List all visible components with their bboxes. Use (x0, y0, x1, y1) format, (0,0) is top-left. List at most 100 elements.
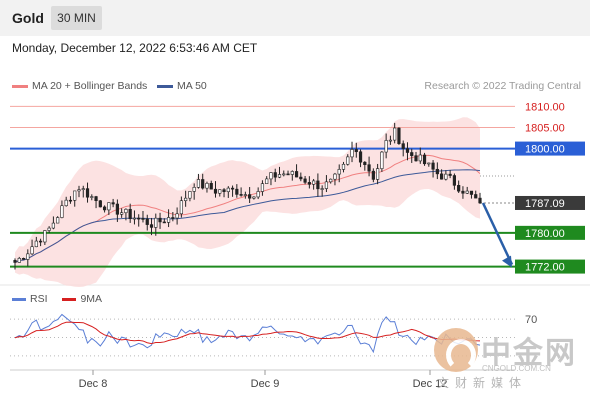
candle-body (312, 180, 316, 185)
ma50-line (14, 169, 481, 263)
candle-body (218, 189, 222, 194)
rsi-legend: RSI 9MA (12, 293, 102, 305)
price-level-tag-2 (515, 141, 585, 156)
candle-body (102, 206, 107, 211)
candle-body (64, 199, 68, 207)
price-level-tag-5 (515, 259, 585, 274)
price-level-label-2: 1800.00 (525, 144, 565, 156)
candle-body (405, 148, 410, 153)
candle-body (90, 196, 94, 198)
candle-body (346, 156, 350, 165)
candle-body (162, 221, 166, 224)
watermark-logo-icon (434, 328, 478, 372)
candle-body (115, 203, 119, 215)
candle-body (145, 218, 149, 225)
candle-body (329, 178, 333, 183)
candle-body (384, 140, 388, 153)
candle-body (171, 217, 175, 219)
candle-body (265, 178, 269, 184)
candle-body (243, 194, 247, 196)
candle-body (324, 181, 329, 189)
candle-body (43, 230, 47, 243)
candle-body (469, 190, 474, 195)
candle-body (435, 168, 439, 175)
candle-body (184, 197, 188, 202)
top-bar: Gold 30 MIN (0, 0, 590, 36)
candle-body (256, 191, 260, 198)
candle-body (376, 168, 380, 180)
candle-body (73, 190, 77, 201)
watermark-title: 中金网 (481, 336, 577, 371)
candle-body (440, 173, 444, 180)
candle-body (444, 173, 448, 180)
price-level-label-0: 1810.00 (525, 101, 565, 113)
candle-body (414, 155, 418, 162)
candle-body (397, 127, 401, 144)
watermark-url: CNGOLD.COM.CN (482, 364, 551, 373)
candle-body (196, 179, 201, 188)
candle-body (26, 253, 30, 260)
candle-body (478, 197, 482, 204)
candle-body (401, 143, 405, 149)
candle-body (56, 217, 60, 224)
candle-body (350, 149, 354, 158)
candle-body (188, 191, 192, 199)
candle-body (260, 183, 265, 192)
candle-body (222, 189, 226, 193)
candle-body (85, 188, 90, 198)
candle-body (252, 196, 256, 199)
candle-body (166, 217, 171, 223)
candle-body (316, 180, 320, 190)
candle-body (17, 258, 21, 263)
price-level-label-5: 1772.00 (525, 262, 565, 274)
x-tick-label: Dec 12 (413, 378, 448, 390)
rsi-level-label: 70 (525, 314, 537, 326)
candle-body (226, 187, 230, 193)
price-level-label-1: 1805.00 (525, 123, 565, 135)
candle-body (209, 183, 213, 190)
candle-body (282, 173, 286, 176)
candle-body (248, 194, 252, 199)
candle-body (149, 224, 154, 228)
candle-body (354, 149, 358, 153)
candle-body (141, 218, 145, 220)
candle-body (474, 194, 478, 199)
bollinger-swatch (12, 84, 28, 88)
candle-body (107, 202, 111, 211)
forecast-arrow-head (502, 255, 512, 268)
candle-body (205, 183, 209, 189)
candle-body (154, 217, 158, 228)
bollinger-legend: MA 20 + Bollinger Bands (12, 80, 147, 92)
rsi-swatch (12, 297, 26, 301)
current-price-label: 1787.09 (525, 198, 565, 210)
candle-body (286, 173, 290, 176)
candle-body (367, 164, 371, 172)
candle-body (120, 212, 124, 215)
rsi-legend-label: RSI (30, 293, 48, 305)
candle-body (132, 217, 137, 220)
candle-body (111, 202, 115, 205)
candle-body (124, 208, 128, 214)
candle-body (307, 182, 311, 185)
current-price-tag (515, 195, 585, 210)
candle-body (452, 175, 457, 186)
candle-body (21, 258, 26, 260)
candle-body (235, 188, 239, 195)
watermark-subtitle: 文财新媒体 (437, 376, 528, 390)
candle-body (239, 194, 243, 196)
bollinger-band-area (15, 117, 480, 287)
candle-body (333, 173, 337, 180)
ma50-legend-label: MA 50 (177, 80, 207, 92)
bollinger-legend-label: MA 20 + Bollinger Bands (32, 80, 148, 92)
candle-body (337, 169, 341, 175)
candle-body (51, 222, 55, 229)
datetime-label: Monday, December 12, 2022 6:53:46 AM CET (12, 41, 258, 55)
candle-body (192, 187, 196, 192)
timeframe-button[interactable]: 30 MIN (51, 6, 102, 30)
candle-body (34, 240, 38, 248)
candle-body (128, 208, 132, 220)
candle-body (388, 139, 393, 142)
symbol-title: Gold (12, 10, 44, 26)
candle-body (427, 162, 431, 165)
